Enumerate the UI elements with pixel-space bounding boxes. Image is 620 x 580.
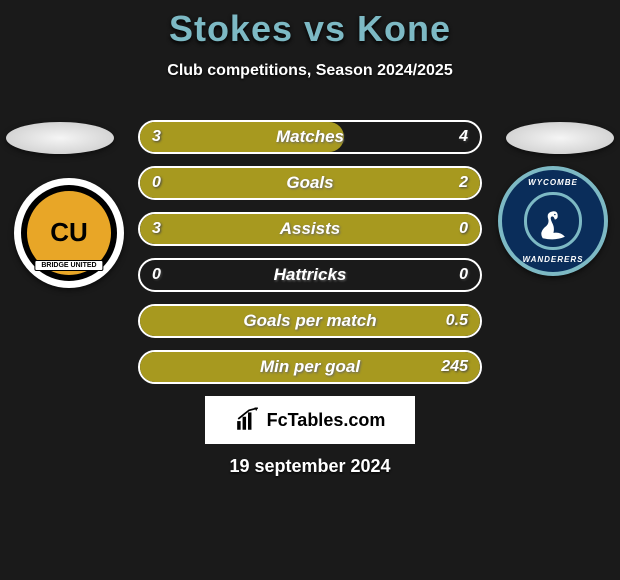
club-left-initials: CU [50, 217, 88, 248]
stat-value-right: 0.5 [446, 306, 468, 336]
player-photo-right [506, 122, 614, 154]
stat-value-right: 245 [441, 352, 468, 382]
stat-value-left: 3 [152, 122, 161, 152]
stat-value-right: 0 [459, 260, 468, 290]
stat-label: Goals [140, 168, 480, 198]
subtitle: Club competitions, Season 2024/2025 [0, 62, 620, 80]
attribution-badge: FcTables.com [205, 396, 415, 444]
stat-value-right: 0 [459, 214, 468, 244]
page-title: Stokes vs Kone [0, 0, 620, 50]
club-badge-right: WYCOMBE WANDERERS [498, 166, 608, 276]
stat-row: Min per goal245 [138, 350, 482, 384]
player-photo-left [6, 122, 114, 154]
stat-value-right: 4 [459, 122, 468, 152]
stat-row: Goals0 2 [138, 166, 482, 200]
chart-icon [235, 407, 261, 433]
club-right-name-bottom: WANDERERS [502, 255, 604, 264]
stat-label: Min per goal [140, 352, 480, 382]
stat-row: Hattricks0 0 [138, 258, 482, 292]
stat-label: Assists [140, 214, 480, 244]
stat-value-right: 2 [459, 168, 468, 198]
stat-row: Matches3 4 [138, 120, 482, 154]
stat-label: Hattricks [140, 260, 480, 290]
stat-row: Assists3 0 [138, 212, 482, 246]
attribution-text: FcTables.com [267, 410, 386, 431]
stat-label: Goals per match [140, 306, 480, 336]
club-left-banner: BRIDGE UNITED [34, 260, 103, 271]
swan-icon [533, 206, 574, 242]
stat-row: Goals per match0.5 [138, 304, 482, 338]
date-text: 19 september 2024 [0, 456, 620, 477]
stat-value-left: 0 [152, 260, 161, 290]
stat-label: Matches [140, 122, 480, 152]
stats-panel: Matches34Goals02Assists30Hattricks00Goal… [138, 120, 482, 396]
club-right-name-top: WYCOMBE [502, 178, 604, 187]
club-badge-left: CU BRIDGE UNITED [14, 178, 124, 288]
stat-value-left: 0 [152, 168, 161, 198]
stat-value-left: 3 [152, 214, 161, 244]
